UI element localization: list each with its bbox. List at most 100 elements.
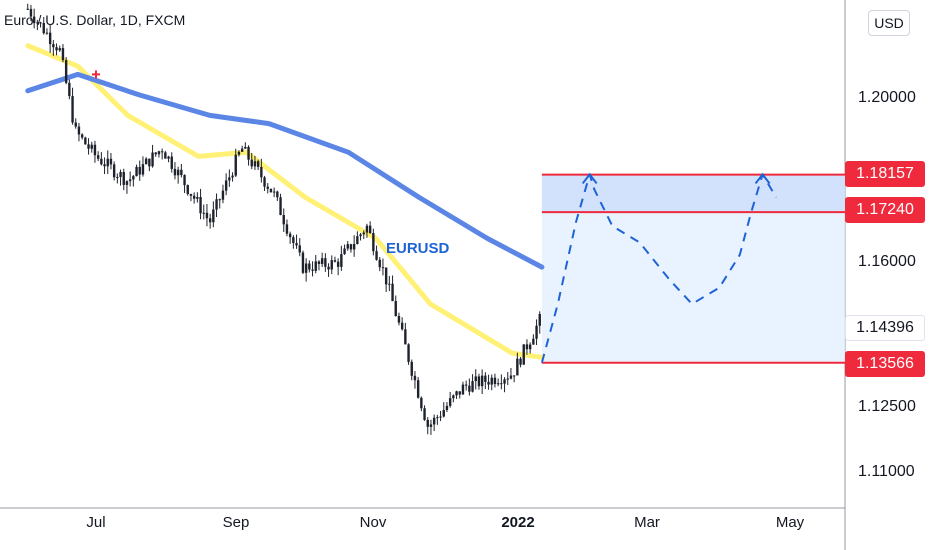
candle-body: [170, 156, 173, 169]
candle-body: [384, 267, 388, 285]
candle-body: [272, 191, 276, 193]
candle-body: [468, 385, 471, 392]
candle-body: [404, 329, 407, 345]
candle-body: [122, 171, 125, 185]
candle-body: [503, 379, 506, 384]
candle-body: [336, 261, 340, 267]
candle-body: [221, 190, 225, 200]
candle-body: [119, 171, 122, 177]
candle-body: [500, 383, 503, 385]
candle-body: [388, 283, 391, 285]
candle-body: [87, 144, 90, 149]
candle-body: [183, 175, 186, 186]
candle-body: [32, 16, 36, 24]
candle-body: [484, 375, 487, 382]
candle-body: [295, 243, 298, 246]
projection-path: [540, 173, 778, 363]
candle-body: [532, 338, 535, 345]
candle-body: [116, 176, 119, 178]
candle-body: [260, 166, 263, 178]
candle-body: [160, 151, 164, 153]
candle-body: [372, 233, 375, 252]
chart-title: Euro / U.S. Dollar, 1D, FXCM: [4, 12, 186, 28]
candle-body: [109, 158, 113, 165]
candle-body: [148, 158, 151, 167]
candle-body: [186, 185, 189, 195]
candle-body: [212, 209, 215, 223]
candle-body: [61, 48, 65, 61]
x-tick-label: Jul: [86, 514, 106, 531]
candle-body: [304, 263, 308, 273]
candle-body: [138, 166, 141, 175]
candle-body: [314, 261, 317, 271]
candle-body: [103, 164, 106, 167]
x-tick-label: Nov: [359, 514, 387, 531]
candle-body: [516, 358, 519, 376]
candle-body: [349, 244, 353, 250]
price-tag-level: 1.18157: [845, 161, 925, 187]
candle-body: [180, 169, 183, 176]
candle-body: [400, 322, 404, 330]
candle-body: [266, 186, 269, 189]
candle-body: [324, 258, 327, 267]
candle-body: [420, 397, 423, 409]
candle-body: [176, 169, 180, 176]
candle-body: [48, 32, 52, 45]
candle-body: [157, 151, 161, 155]
candle-body: [208, 218, 212, 223]
candle-body: [432, 417, 436, 425]
x-tick-label: Mar: [634, 514, 660, 531]
candle-body: [397, 316, 401, 323]
candle-body: [330, 260, 333, 270]
candle-body: [442, 409, 445, 417]
candle-body: [224, 180, 228, 191]
candle-body: [93, 144, 97, 156]
candle-body: [240, 148, 244, 152]
candle-body: [333, 260, 337, 262]
candle-body: [522, 344, 525, 365]
candle-body: [218, 199, 221, 201]
candle-body: [474, 376, 477, 382]
moving-average-fast-line: [25, 43, 545, 360]
candle-body: [528, 344, 532, 350]
candle-body: [125, 181, 129, 185]
candle-body: [112, 164, 116, 178]
candle-body: [471, 381, 474, 392]
candle-body: [144, 158, 148, 165]
candle-body: [426, 419, 429, 427]
candle-body: [455, 391, 458, 396]
candle-body: [45, 32, 49, 34]
candle-body: [173, 168, 177, 176]
candle-body: [90, 144, 93, 149]
candle-body: [436, 417, 439, 419]
candle-body: [154, 152, 157, 155]
candle-body: [189, 194, 193, 196]
candle-body: [84, 137, 87, 145]
candle-body: [80, 134, 84, 138]
candle-body: [151, 152, 154, 167]
candle-body: [231, 175, 234, 178]
currency-button[interactable]: USD: [868, 10, 910, 36]
candle-body: [68, 82, 71, 97]
projection-arrowhead: [581, 172, 598, 185]
candle-body: [410, 361, 413, 376]
candle-body: [461, 384, 465, 395]
candle-body: [256, 161, 260, 167]
candle-body: [135, 166, 138, 177]
candle-body: [250, 159, 253, 167]
candle-body: [202, 212, 205, 214]
candle-body: [247, 146, 250, 160]
candle-body: [519, 358, 522, 365]
candle-body: [394, 301, 397, 317]
candle-body: [39, 22, 42, 24]
candle-body: [308, 263, 311, 270]
candle-body: [375, 251, 378, 260]
candle-body: [368, 225, 372, 234]
candle-body: [480, 375, 484, 387]
candle-body: [244, 146, 247, 149]
candle-body: [445, 405, 449, 410]
candle-body: [234, 154, 237, 176]
candle-body: [423, 408, 426, 420]
target-zone-top-band: [541, 174, 845, 213]
